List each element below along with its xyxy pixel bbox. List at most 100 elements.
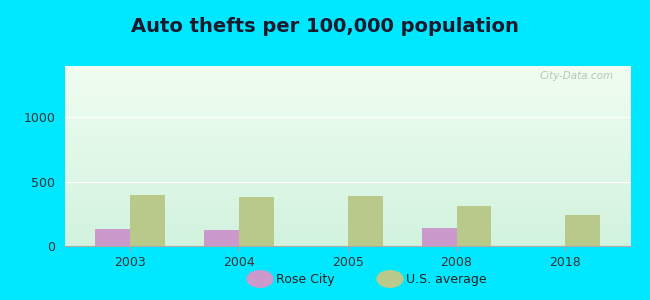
Bar xyxy=(65,197,630,198)
Bar xyxy=(65,226,630,227)
Bar xyxy=(65,66,630,67)
Bar xyxy=(65,200,630,201)
Bar xyxy=(65,139,630,140)
Bar xyxy=(65,82,630,83)
Bar xyxy=(65,212,630,213)
Bar xyxy=(65,230,630,231)
Bar xyxy=(65,180,630,181)
Bar xyxy=(65,135,630,136)
Bar xyxy=(65,146,630,147)
Bar xyxy=(65,221,630,222)
Text: U.S. average: U.S. average xyxy=(406,272,487,286)
Bar xyxy=(65,241,630,242)
Bar xyxy=(65,232,630,233)
Bar xyxy=(65,166,630,167)
Bar xyxy=(65,147,630,148)
Bar xyxy=(65,198,630,199)
Bar xyxy=(65,119,630,120)
Bar xyxy=(65,113,630,114)
Bar xyxy=(65,115,630,116)
Bar xyxy=(65,172,630,173)
Bar xyxy=(65,87,630,88)
Bar xyxy=(65,229,630,230)
Bar xyxy=(65,96,630,97)
Bar xyxy=(65,131,630,132)
Bar xyxy=(65,160,630,161)
Bar xyxy=(65,236,630,237)
Text: City-Data.com: City-Data.com xyxy=(540,71,614,81)
Bar xyxy=(65,69,630,70)
Bar xyxy=(65,164,630,165)
Bar xyxy=(65,211,630,212)
Bar xyxy=(65,83,630,84)
Bar xyxy=(65,111,630,112)
Bar xyxy=(65,152,630,153)
Bar xyxy=(65,171,630,172)
Bar xyxy=(65,112,630,113)
Bar xyxy=(65,143,630,144)
Bar xyxy=(65,141,630,142)
Bar xyxy=(239,196,274,246)
Bar xyxy=(65,120,630,121)
Bar xyxy=(65,92,630,93)
Bar xyxy=(65,192,630,193)
Bar xyxy=(65,144,630,145)
Bar xyxy=(65,133,630,134)
Bar xyxy=(65,79,630,80)
Bar xyxy=(65,207,630,208)
Bar xyxy=(65,225,630,226)
Bar xyxy=(65,107,630,108)
Bar xyxy=(65,151,630,152)
Bar xyxy=(65,91,630,92)
Bar xyxy=(65,132,630,133)
Bar xyxy=(65,160,630,161)
Bar xyxy=(65,168,630,169)
Bar xyxy=(65,182,630,183)
Bar xyxy=(65,228,630,229)
Bar xyxy=(65,77,630,78)
Bar xyxy=(65,161,630,162)
Bar xyxy=(65,233,630,234)
Bar xyxy=(65,122,630,123)
Bar xyxy=(65,179,630,180)
Bar xyxy=(65,68,630,69)
Bar xyxy=(65,184,630,185)
Bar xyxy=(65,205,630,206)
Bar xyxy=(65,242,630,243)
Bar xyxy=(65,90,630,91)
Bar xyxy=(65,195,630,196)
Bar xyxy=(65,223,630,224)
Bar xyxy=(65,118,630,119)
Bar xyxy=(65,187,630,188)
Bar xyxy=(65,173,630,174)
Bar xyxy=(65,244,630,245)
Bar xyxy=(65,116,630,117)
Text: Auto thefts per 100,000 population: Auto thefts per 100,000 population xyxy=(131,17,519,37)
Bar xyxy=(65,98,630,99)
Bar xyxy=(65,121,630,122)
Text: Rose City: Rose City xyxy=(276,272,335,286)
Bar xyxy=(204,230,239,246)
Bar xyxy=(65,183,630,184)
Bar xyxy=(65,154,630,155)
Bar xyxy=(65,127,630,128)
Bar xyxy=(65,185,630,186)
Bar xyxy=(65,73,630,74)
Bar xyxy=(65,125,630,126)
Bar xyxy=(65,189,630,190)
Bar xyxy=(65,196,630,197)
Bar xyxy=(65,130,630,131)
Bar xyxy=(65,214,630,215)
Bar xyxy=(65,202,630,203)
Bar xyxy=(65,155,630,156)
Bar xyxy=(65,128,630,129)
Bar xyxy=(65,150,630,151)
Bar xyxy=(65,78,630,79)
Bar xyxy=(65,153,630,154)
Bar xyxy=(65,177,630,178)
Bar xyxy=(65,237,630,238)
Bar xyxy=(65,235,630,236)
Bar xyxy=(65,138,630,139)
Bar xyxy=(65,88,630,89)
Bar xyxy=(65,148,630,149)
